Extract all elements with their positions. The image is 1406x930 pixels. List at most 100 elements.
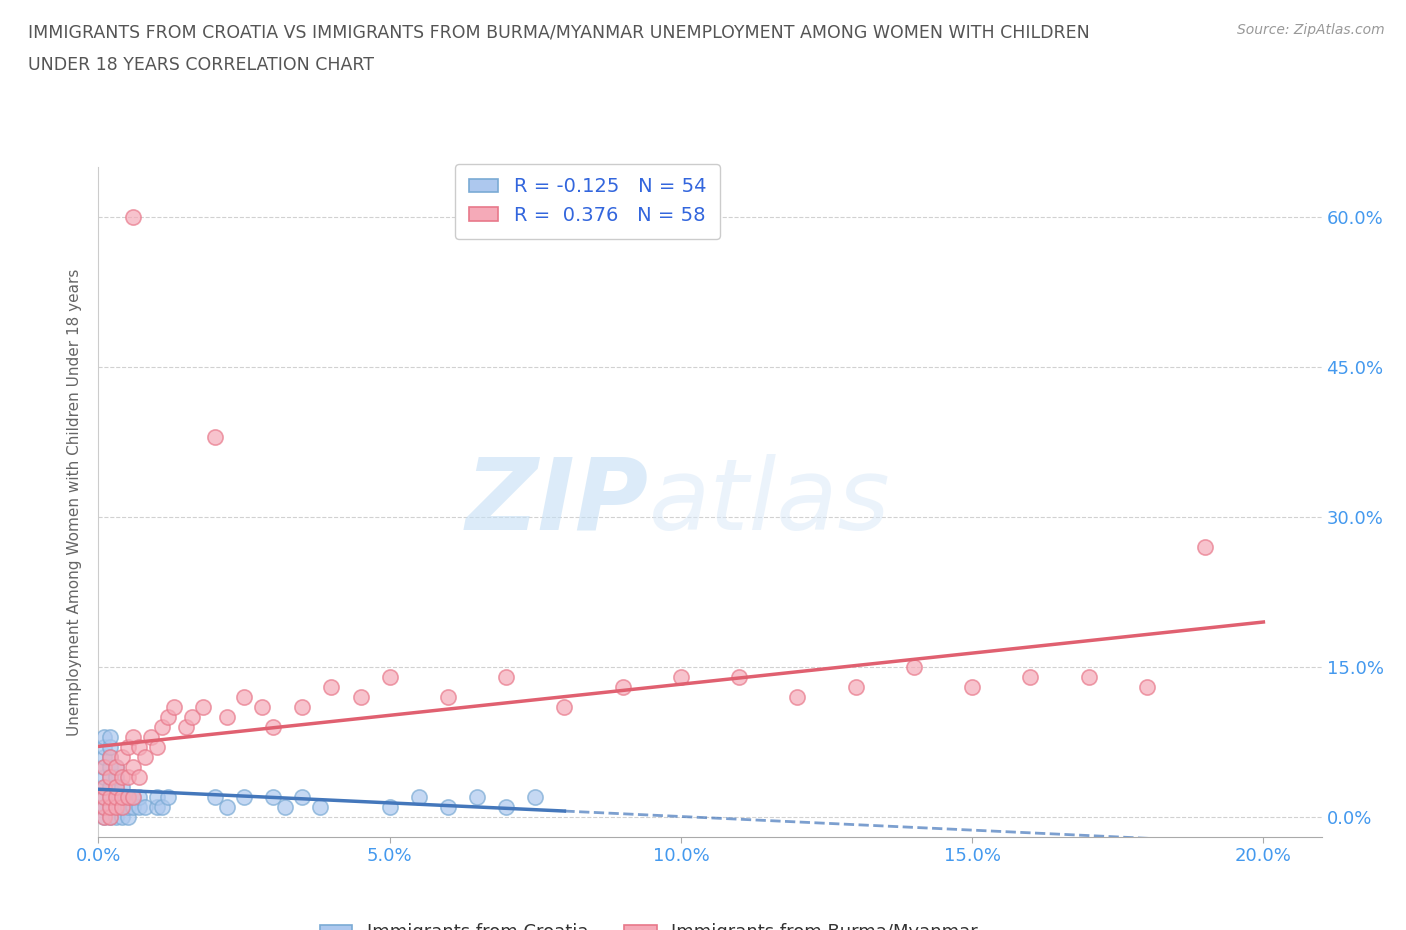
Point	[98, 739, 121, 754]
Point	[111, 800, 134, 815]
Point	[111, 770, 134, 785]
Point	[98, 810, 121, 825]
Point	[1019, 670, 1042, 684]
Point	[104, 810, 127, 825]
Point	[104, 779, 127, 794]
Point	[93, 760, 115, 775]
Point	[93, 779, 115, 794]
Point	[93, 770, 115, 785]
Point	[204, 790, 226, 804]
Point	[93, 779, 115, 794]
Point	[495, 670, 517, 684]
Point	[117, 770, 139, 785]
Point	[98, 770, 121, 785]
Point	[104, 790, 127, 804]
Point	[93, 790, 115, 804]
Point	[98, 790, 121, 804]
Point	[408, 790, 430, 804]
Point	[93, 810, 115, 825]
Point	[145, 800, 167, 815]
Point	[111, 790, 134, 804]
Point	[98, 760, 121, 775]
Point	[465, 790, 488, 804]
Point	[157, 710, 180, 724]
Point	[960, 680, 983, 695]
Point	[111, 790, 134, 804]
Point	[117, 790, 139, 804]
Point	[122, 760, 145, 775]
Point	[349, 690, 371, 705]
Point	[786, 690, 808, 705]
Text: atlas: atlas	[650, 454, 890, 551]
Point	[174, 720, 197, 735]
Point	[93, 800, 115, 815]
Point	[180, 710, 202, 724]
Point	[215, 710, 238, 724]
Point	[128, 790, 150, 804]
Text: IMMIGRANTS FROM CROATIA VS IMMIGRANTS FROM BURMA/MYANMAR UNEMPLOYMENT AMONG WOME: IMMIGRANTS FROM CROATIA VS IMMIGRANTS FR…	[28, 23, 1090, 41]
Point	[250, 699, 273, 714]
Y-axis label: Unemployment Among Women with Children Under 18 years: Unemployment Among Women with Children U…	[67, 269, 83, 736]
Point	[378, 670, 401, 684]
Point	[233, 790, 256, 804]
Point	[98, 810, 121, 825]
Point	[1194, 539, 1216, 554]
Point	[93, 739, 115, 754]
Point	[111, 810, 134, 825]
Point	[122, 790, 145, 804]
Point	[93, 800, 115, 815]
Point	[204, 430, 226, 445]
Point	[437, 690, 460, 705]
Point	[291, 790, 314, 804]
Point	[93, 800, 115, 815]
Point	[104, 800, 127, 815]
Point	[98, 750, 121, 764]
Point	[104, 800, 127, 815]
Point	[728, 670, 751, 684]
Text: UNDER 18 YEARS CORRELATION CHART: UNDER 18 YEARS CORRELATION CHART	[28, 56, 374, 73]
Point	[128, 800, 150, 815]
Point	[291, 699, 314, 714]
Point	[134, 750, 156, 764]
Point	[1136, 680, 1159, 695]
Point	[139, 730, 162, 745]
Point	[117, 739, 139, 754]
Point	[163, 699, 186, 714]
Point	[669, 670, 692, 684]
Point	[111, 800, 134, 815]
Legend: Immigrants from Croatia, Immigrants from Burma/Myanmar: Immigrants from Croatia, Immigrants from…	[312, 916, 986, 930]
Point	[321, 680, 343, 695]
Point	[104, 770, 127, 785]
Point	[122, 210, 145, 225]
Point	[495, 800, 517, 815]
Point	[262, 790, 284, 804]
Point	[93, 790, 115, 804]
Point	[1077, 670, 1099, 684]
Point	[98, 779, 121, 794]
Point	[193, 699, 215, 714]
Point	[111, 750, 134, 764]
Point	[98, 750, 121, 764]
Point	[128, 739, 150, 754]
Point	[122, 800, 145, 815]
Point	[145, 739, 167, 754]
Point	[308, 800, 330, 815]
Point	[274, 800, 297, 815]
Point	[128, 770, 150, 785]
Point	[93, 810, 115, 825]
Point	[104, 760, 127, 775]
Point	[104, 790, 127, 804]
Point	[117, 800, 139, 815]
Text: Source: ZipAtlas.com: Source: ZipAtlas.com	[1237, 23, 1385, 37]
Point	[93, 750, 115, 764]
Point	[262, 720, 284, 735]
Point	[134, 800, 156, 815]
Point	[152, 720, 174, 735]
Point	[98, 800, 121, 815]
Point	[98, 790, 121, 804]
Point	[553, 699, 575, 714]
Point	[437, 800, 460, 815]
Point	[524, 790, 547, 804]
Point	[233, 690, 256, 705]
Point	[122, 730, 145, 745]
